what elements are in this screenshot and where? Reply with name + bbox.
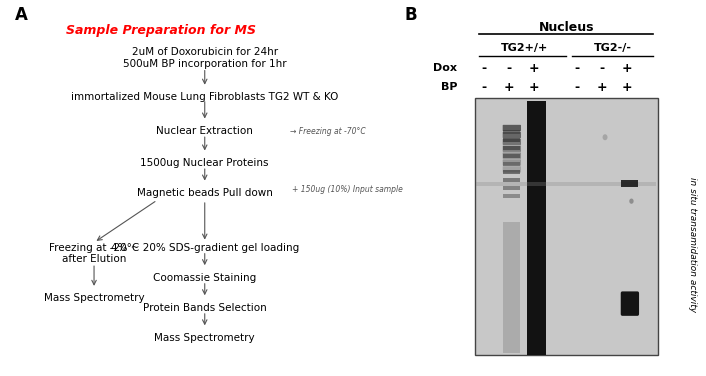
Circle shape [602,134,608,140]
Text: A: A [15,6,28,24]
FancyBboxPatch shape [621,291,639,316]
Text: +: + [503,81,514,94]
Bar [503,186,520,190]
Bar [503,194,520,198]
Text: +: + [621,62,632,75]
Bar [503,154,520,158]
Text: 4% ~ 20% SDS-gradient gel loading: 4% ~ 20% SDS-gradient gel loading [111,243,299,253]
Text: in situ transamidation activity: in situ transamidation activity [688,177,697,312]
Bar [476,182,657,186]
Text: +: + [621,81,632,94]
Bar [503,222,520,353]
Bar [503,170,520,174]
Text: -: - [599,62,604,75]
Text: → Freezing at -70°C: → Freezing at -70°C [289,127,366,136]
FancyBboxPatch shape [503,152,521,159]
FancyBboxPatch shape [503,166,521,173]
Text: -: - [506,62,511,75]
Text: Nuclear Extraction: Nuclear Extraction [156,126,253,136]
Bar [503,130,520,134]
Text: TG2+/+: TG2+/+ [501,43,548,53]
Text: Freezing at -20°C
after Elution: Freezing at -20°C after Elution [49,243,139,264]
Bar [474,98,658,355]
Bar [503,162,520,166]
Circle shape [629,199,633,204]
Bar [503,177,520,182]
Text: +: + [597,81,607,94]
Text: +: + [528,81,539,94]
Text: Mass Spectrometry: Mass Spectrometry [44,293,144,303]
Bar [503,146,520,150]
Text: BP: BP [441,82,457,92]
FancyBboxPatch shape [503,132,521,138]
Text: 1500ug Nuclear Proteins: 1500ug Nuclear Proteins [140,158,269,168]
Text: Protein Bands Selection: Protein Bands Selection [143,303,267,313]
FancyBboxPatch shape [503,125,521,131]
Text: -: - [481,62,486,75]
Text: -: - [575,62,580,75]
Text: Sample Preparation for MS: Sample Preparation for MS [66,24,256,38]
Text: Mass Spectrometry: Mass Spectrometry [155,333,255,343]
FancyBboxPatch shape [503,146,521,152]
Text: Nucleus: Nucleus [539,21,594,34]
FancyBboxPatch shape [503,139,521,145]
Text: immortalized Mouse Lung Fibroblasts TG2 WT & KO: immortalized Mouse Lung Fibroblasts TG2 … [71,92,338,102]
Text: TG2-/-: TG2-/- [594,43,632,53]
FancyBboxPatch shape [503,159,521,166]
Text: +: + [528,62,539,75]
Text: Coomassie Staining: Coomassie Staining [153,273,256,283]
Bar [621,180,638,187]
Text: -: - [575,81,580,94]
Text: Magnetic beads Pull down: Magnetic beads Pull down [137,188,273,198]
Bar [503,138,520,142]
Text: 2uM of Doxorubicin for 24hr
500uM BP incorporation for 1hr: 2uM of Doxorubicin for 24hr 500uM BP inc… [123,47,287,68]
Text: -: - [481,81,486,94]
Text: + 150ug (10%) Input sample: + 150ug (10%) Input sample [292,185,402,194]
Text: B: B [405,6,417,24]
Bar [527,101,546,355]
Text: Dox: Dox [433,64,457,73]
